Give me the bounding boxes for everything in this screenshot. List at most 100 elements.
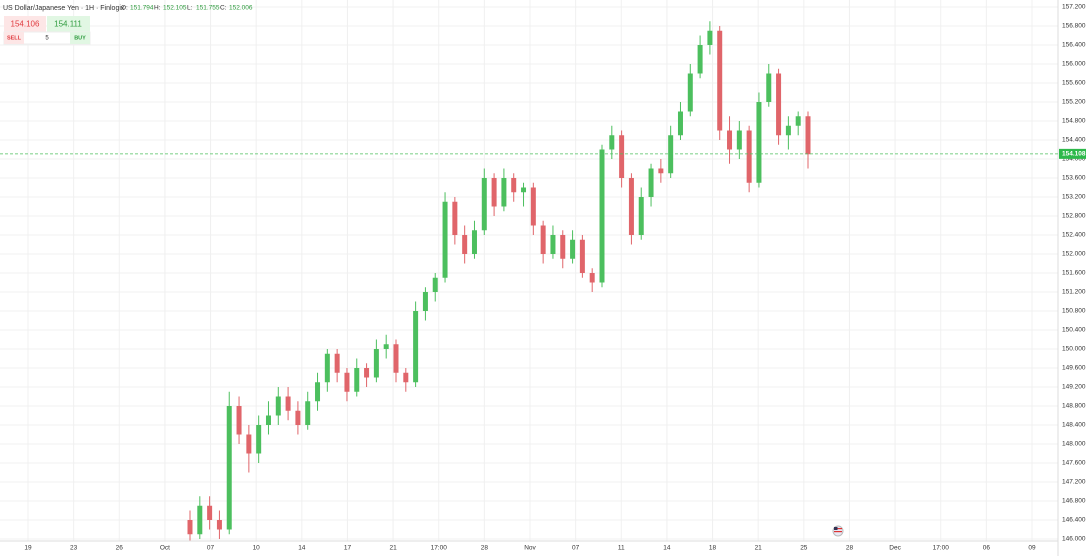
candle-body	[246, 434, 252, 454]
sell-label[interactable]: SELL	[7, 35, 22, 41]
candle-body	[305, 401, 311, 425]
buy-button[interactable]	[70, 32, 90, 44]
candle-body	[658, 168, 664, 174]
candle-body	[491, 178, 497, 207]
x-tick-label: Oct	[160, 545, 170, 552]
y-tick-label: 155.200	[1062, 99, 1086, 106]
candle-body	[609, 135, 615, 150]
candle-body	[570, 239, 576, 259]
ohlc: O: 151.794 H: 152.105 L: 151.755 C: 152.006	[121, 5, 253, 12]
buy-price-box[interactable]	[47, 16, 90, 32]
quantity[interactable]: 5	[45, 36, 49, 42]
candle-body	[207, 505, 213, 520]
candle-body	[540, 225, 546, 254]
candle-body	[717, 30, 723, 131]
y-tick-label: 153.600	[1062, 175, 1086, 182]
x-tick-label: 10	[253, 545, 261, 552]
axes: 157.200 156.800 156.400 156.000 155.600 155.2…	[0, 4, 1086, 552]
candle-body	[746, 130, 752, 183]
candle-body	[677, 111, 683, 136]
y-tick-label: 147.600	[1062, 460, 1086, 467]
ohlc-label: L:	[187, 5, 193, 12]
candle-body	[628, 178, 634, 235]
candle-body	[785, 125, 791, 136]
ohlc-value: 152.105	[163, 5, 187, 12]
x-tick-label: 14	[298, 545, 306, 552]
buy-price[interactable]: 154.111	[54, 20, 82, 29]
x-tick-label: 19	[24, 545, 32, 552]
candle-body	[187, 520, 193, 535]
candle-body	[501, 178, 507, 207]
x-tick-label: 07	[207, 545, 215, 552]
y-tick-label: 154.400	[1062, 137, 1086, 144]
candle-body	[452, 201, 458, 235]
candle-body	[589, 273, 595, 283]
y-tick-label: 150.800	[1062, 308, 1086, 315]
candle-body	[364, 368, 370, 378]
y-tick-label: 157.200	[1062, 4, 1086, 11]
x-tick-label: 14	[663, 545, 671, 552]
y-tick-label: 156.000	[1062, 61, 1086, 68]
candle-body	[736, 130, 742, 150]
candle-body	[324, 353, 330, 383]
x-tick-label: 09	[1028, 545, 1036, 552]
ohlc-value: 151.794	[130, 5, 154, 12]
ohlc-value: 151.755	[196, 5, 220, 12]
y-tick-label: 150.000	[1062, 346, 1086, 353]
candle-body	[334, 353, 340, 373]
sell-price-box[interactable]	[4, 16, 46, 32]
candle-body	[295, 410, 301, 425]
candle-body	[687, 73, 693, 112]
buy-label[interactable]: BUY	[74, 35, 86, 41]
x-tick-label: 28	[846, 545, 854, 552]
x-tick-label: 26	[116, 545, 124, 552]
y-tick-label: 147.200	[1062, 479, 1086, 486]
sell-button[interactable]	[4, 32, 24, 44]
candle-body	[275, 396, 281, 416]
candle-body	[216, 520, 222, 530]
candle-body	[413, 311, 419, 383]
y-tick-label: 151.600	[1062, 270, 1086, 277]
x-tick-label: 21	[389, 545, 397, 552]
x-tick-label: 23	[70, 545, 78, 552]
y-tick-label: 146.400	[1062, 517, 1086, 524]
candle-body	[462, 235, 468, 254]
candle-body	[403, 372, 409, 383]
candle-body	[521, 187, 527, 193]
symbol-title: US Dollar/Japanese Yen · 1H · Finlogix	[3, 5, 125, 12]
candle-body	[648, 168, 654, 197]
x-tick-label: 17:00	[431, 545, 448, 552]
sell-price[interactable]: 154.106	[11, 20, 40, 29]
candle-body	[422, 292, 428, 311]
x-tick-label: Nov	[524, 545, 536, 552]
y-tick-label: 150.400	[1062, 327, 1086, 334]
candle-body	[697, 45, 703, 74]
candle-body	[579, 239, 585, 273]
candle-body	[265, 415, 271, 425]
event-flag	[832, 525, 844, 537]
candle-body	[599, 149, 605, 283]
candle-body	[530, 187, 536, 226]
y-tick-label: 156.800	[1062, 23, 1086, 30]
y-tick-label: 148.400	[1062, 422, 1086, 429]
candle-body	[442, 201, 448, 278]
candle-body	[756, 102, 762, 183]
candle-body	[393, 344, 399, 373]
y-tick-label: 148.000	[1062, 441, 1086, 448]
x-tick-label: 21	[755, 545, 763, 552]
candle-body	[795, 116, 801, 126]
candle-body	[560, 235, 566, 259]
x-tick-label: 07	[572, 545, 580, 552]
candle-body	[805, 116, 811, 155]
y-tick-label: 146.800	[1062, 498, 1086, 505]
y-tick-label: 153.200	[1062, 194, 1086, 201]
flag-stripe	[834, 528, 842, 530]
trade-panel: 154.106 154.111 SELL 5 BUY	[3, 16, 91, 45]
candle-body	[256, 425, 262, 454]
candle-body	[481, 178, 487, 231]
y-tick-label: 155.600	[1062, 80, 1086, 87]
y-tick-label: 152.400	[1062, 232, 1086, 239]
candle-body	[432, 277, 438, 292]
ohlc-value: 152.006	[229, 5, 253, 12]
last-price-box	[1059, 148, 1086, 159]
